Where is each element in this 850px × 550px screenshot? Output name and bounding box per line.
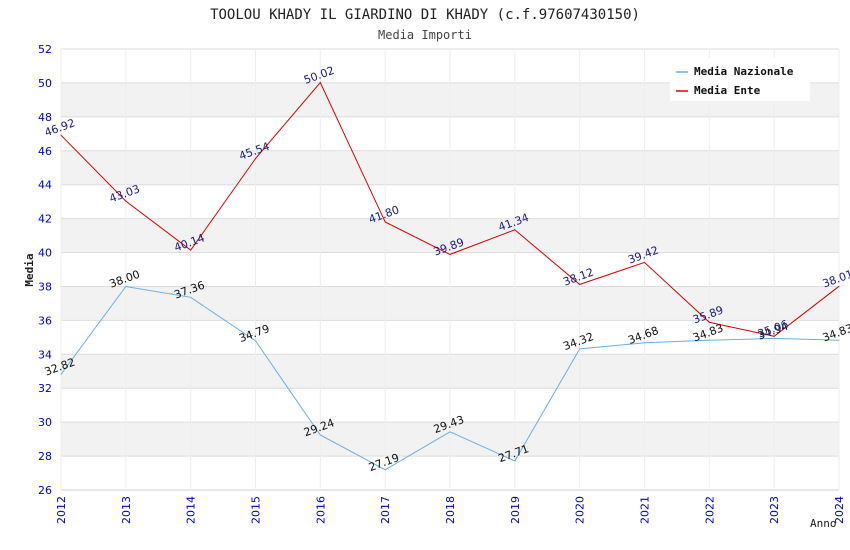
data-label-media-nazionale: 34.32	[561, 330, 595, 353]
data-point-media-ente	[708, 321, 710, 323]
x-tick-label: 2017	[379, 496, 392, 524]
y-tick-label: 32	[38, 382, 52, 395]
x-tick-label: 2019	[509, 496, 522, 524]
legend-label-media-ente: Media Ente	[694, 84, 761, 97]
x-tick-label: 2014	[185, 496, 198, 524]
x-tick-label: 2021	[639, 496, 652, 524]
y-tick-label: 38	[38, 280, 52, 293]
x-tick-label: 2013	[120, 496, 133, 524]
x-tick-label: 2018	[444, 496, 457, 524]
legend-box	[670, 58, 810, 101]
x-tick-label: 2022	[703, 496, 716, 524]
series-lines	[60, 81, 840, 471]
y-tick-label: 48	[38, 111, 52, 124]
x-axis-label: Anno	[810, 517, 837, 530]
data-point-media-nazionale	[60, 373, 62, 375]
data-point-media-ente	[644, 261, 645, 263]
data-point-media-nazionale	[190, 296, 192, 298]
data-point-media-nazionale	[708, 339, 710, 341]
y-tick-label: 40	[38, 247, 52, 260]
y-tick-label: 36	[38, 314, 52, 327]
x-tick-label: 2015	[250, 496, 263, 524]
y-tick-label: 46	[38, 145, 52, 158]
y-tick-label: 34	[38, 348, 52, 361]
data-point-media-ente	[60, 134, 62, 136]
data-label-media-nazionale: 34.83	[821, 321, 850, 344]
y-tick-label: 42	[38, 213, 52, 226]
x-tick-label: 2024	[833, 496, 846, 524]
data-label-media-nazionale: 34.79	[237, 322, 271, 345]
data-point-media-nazionale	[838, 339, 840, 341]
x-tick-label: 2023	[768, 496, 781, 524]
data-point-media-nazionale	[773, 337, 775, 339]
y-tick-label: 50	[38, 77, 52, 90]
data-point-media-ente	[773, 335, 775, 337]
x-tick-label: 2020	[574, 496, 587, 524]
data-point-media-nazionale	[514, 460, 516, 462]
y-axis-label: Media	[23, 253, 36, 286]
y-tick-label: 52	[38, 43, 52, 56]
data-point-media-ente	[838, 285, 840, 287]
data-point-media-ente	[514, 229, 516, 231]
data-point-media-nazionale	[644, 342, 645, 344]
y-axis-ticks: 26 28 30 32 34 36 38 40 42 44 46 48 50 52	[38, 43, 52, 497]
y-tick-label: 30	[38, 416, 52, 429]
data-point-media-nazionale	[384, 469, 386, 471]
y-tick-label: 28	[38, 450, 52, 463]
data-point-media-ente	[579, 283, 581, 285]
data-point-media-ente	[384, 221, 386, 223]
data-point-media-ente	[255, 158, 256, 160]
grid-lines	[60, 48, 840, 491]
data-point-media-nazionale	[449, 431, 451, 433]
legend: Media Nazionale Media Ente	[670, 58, 810, 101]
y-tick-label: 26	[38, 484, 52, 497]
data-point-media-nazionale	[255, 340, 256, 342]
legend-label-media-nazionale: Media Nazionale	[694, 65, 794, 78]
chart-title: TOOLOU KHADY IL GIARDINO DI KHADY (c.f.9…	[210, 7, 640, 23]
chart-subtitle: Media Importi	[378, 28, 472, 42]
x-tick-label: 2012	[55, 496, 68, 524]
data-point-media-nazionale	[579, 348, 581, 350]
data-point-media-ente	[125, 200, 127, 202]
y-tick-label: 44	[38, 179, 52, 192]
data-point-media-nazionale	[125, 285, 127, 287]
x-tick-label: 2016	[314, 496, 327, 524]
data-point-media-nazionale	[319, 434, 321, 436]
data-point-media-ente	[319, 82, 321, 84]
x-axis-ticks: 2012 2013 2014 2015 2016 2017 2018 2019 2020 2021…	[55, 496, 846, 524]
data-label-media-nazionale: 34.68	[626, 324, 660, 347]
data-point-media-ente	[449, 253, 451, 255]
data-point-media-ente	[190, 249, 192, 251]
data-label-media-ente: 38.12	[561, 266, 595, 289]
data-label-media-ente: 43.03	[108, 182, 142, 205]
